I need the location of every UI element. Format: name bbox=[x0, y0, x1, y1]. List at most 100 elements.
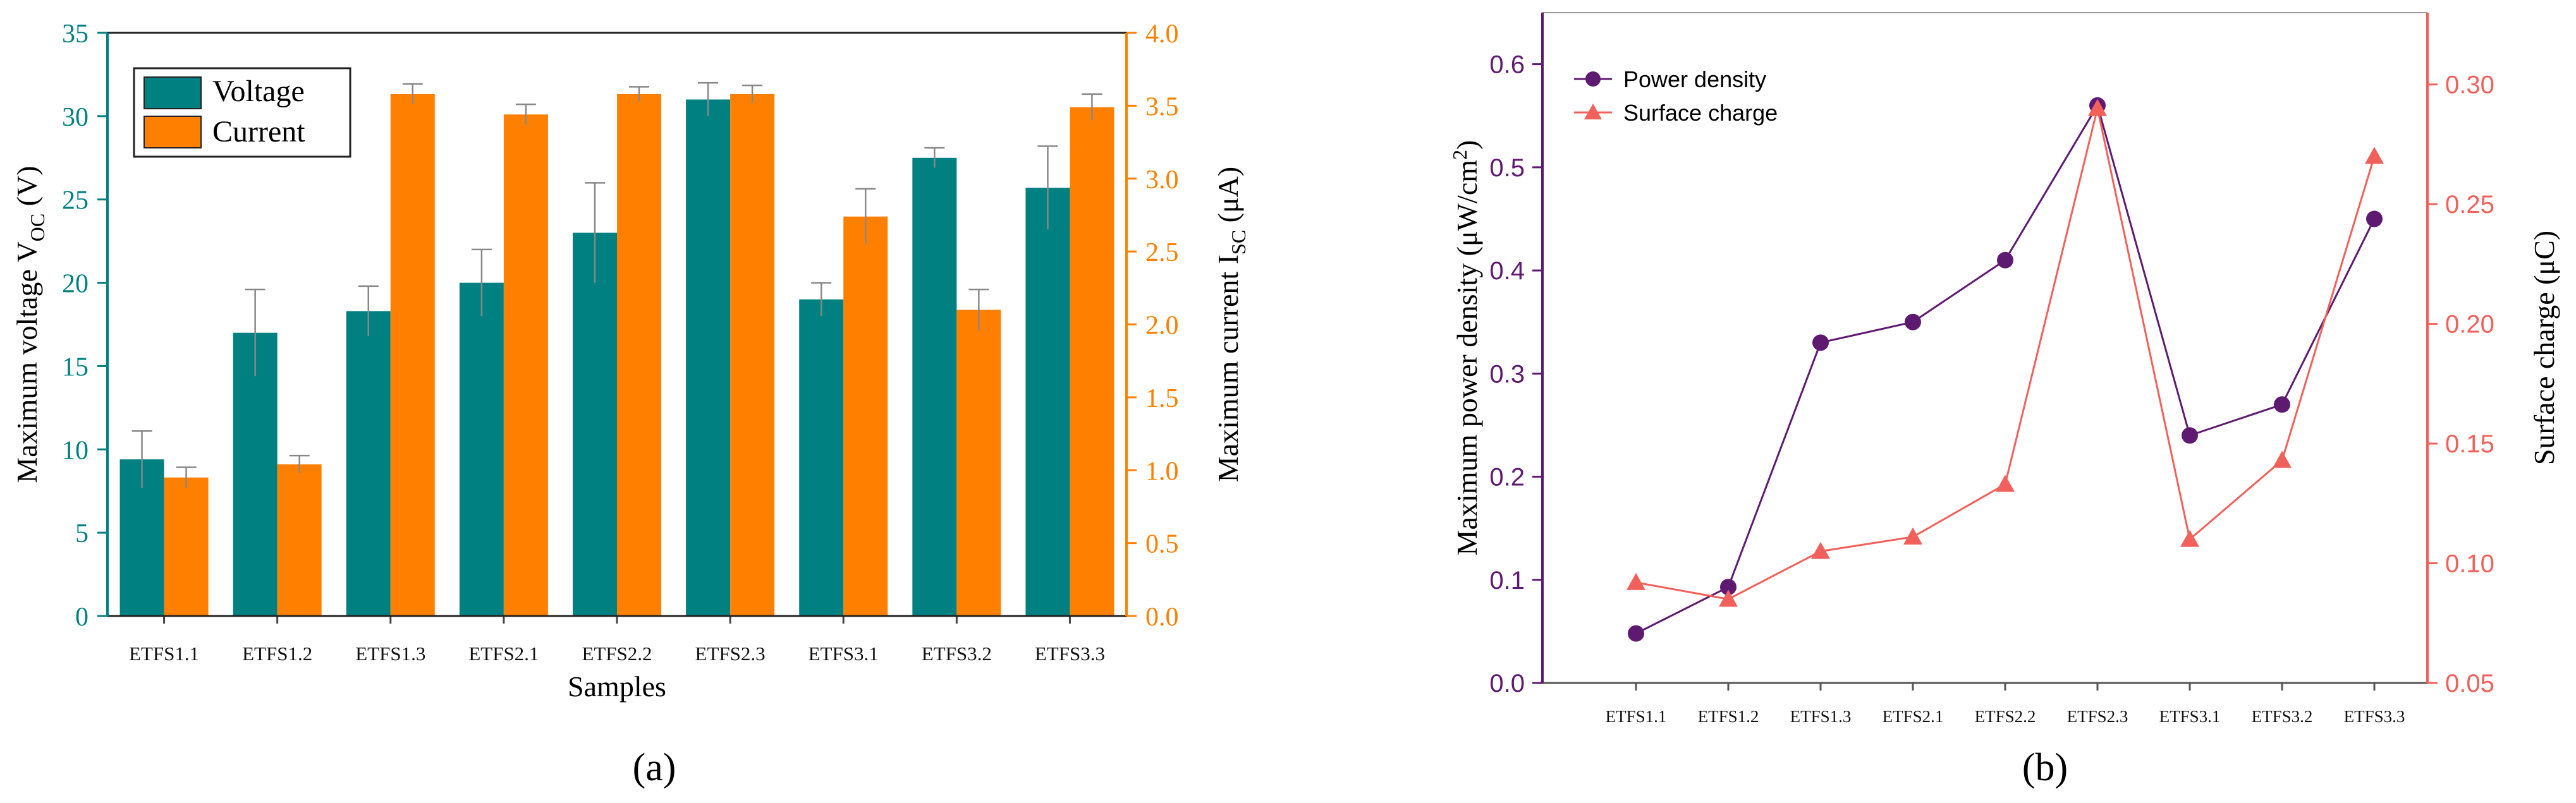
left-y-tick-label-0.1: 0.1 bbox=[1489, 567, 1525, 595]
left-y-tick-label-0.0: 0.0 bbox=[1489, 670, 1525, 697]
power-density-point-ETFS3.1 bbox=[2182, 427, 2198, 444]
x-tick-label-ETFS1.1: ETFS1.1 bbox=[129, 643, 199, 665]
x-tick-label-ETFS1.3: ETFS1.3 bbox=[355, 643, 425, 665]
panel-b-label: (b) bbox=[2022, 746, 2068, 789]
left-y-tick-label-35: 35 bbox=[62, 20, 89, 49]
right-y-tick-label-0.20: 0.20 bbox=[2445, 311, 2494, 339]
surface-charge-point-ETFS3.1 bbox=[2180, 529, 2199, 547]
left-y-tick-label-0.5: 0.5 bbox=[1489, 154, 1525, 182]
voltage-bar-ETFS2.2 bbox=[573, 232, 617, 616]
x-tick-label-ETFS3.1: ETFS3.1 bbox=[809, 643, 879, 665]
left-y-axis-title: Maximum voltage VOC (V) bbox=[11, 166, 49, 483]
voltage-bar-ETFS3.2 bbox=[912, 157, 957, 617]
surface-charge-point-ETFS1.2 bbox=[1719, 589, 1738, 607]
voltage-bar-ETFS3.3 bbox=[1025, 188, 1070, 616]
x-tick-label-ETFS2.2: ETFS2.2 bbox=[582, 643, 652, 665]
power-density-point-ETFS1.3 bbox=[1812, 334, 1829, 351]
left-y-tick-label-5: 5 bbox=[75, 519, 89, 548]
current-bar-ETFS1.2 bbox=[277, 464, 322, 616]
surface-charge-line bbox=[1635, 108, 2376, 600]
surface-charge-point-ETFS1.1 bbox=[1627, 572, 1645, 590]
right-y-tick-label-0.05: 0.05 bbox=[2445, 670, 2494, 697]
x-tick-label-ETFS2.3: ETFS2.3 bbox=[2067, 707, 2128, 726]
right-y-tick-label-0.30: 0.30 bbox=[2445, 71, 2494, 99]
legend-swatch-current bbox=[143, 116, 202, 148]
current-bar-ETFS2.3 bbox=[730, 94, 775, 617]
right-y-tick-label-4.0: 4.0 bbox=[1145, 20, 1179, 49]
voltage-bar-ETFS3.1 bbox=[799, 299, 844, 616]
right-y-tick-label-2.5: 2.5 bbox=[1145, 238, 1179, 267]
legend-swatch-voltage bbox=[143, 76, 202, 109]
left-y-tick-label-0.2: 0.2 bbox=[1489, 464, 1525, 492]
current-bar-ETFS3.1 bbox=[843, 216, 888, 616]
right-y-axis-title: Maximum current ISC (μA) bbox=[1212, 167, 1250, 482]
power-density-point-ETFS2.2 bbox=[1997, 251, 2013, 269]
current-bar-ETFS3.3 bbox=[1070, 107, 1114, 616]
x-tick-label-ETFS1.2: ETFS1.2 bbox=[1698, 707, 1759, 726]
power-density-point-ETFS1.1 bbox=[1628, 625, 1644, 642]
x-tick-label-ETFS2.3: ETFS2.3 bbox=[695, 643, 766, 665]
right-y-tick-label-0.15: 0.15 bbox=[2445, 430, 2494, 458]
current-bar-ETFS1.3 bbox=[390, 94, 435, 617]
legend-label-power-density: Power density bbox=[1623, 66, 1766, 92]
right-y-tick-label-1.5: 1.5 bbox=[1145, 384, 1179, 413]
right-y-axis-title: Surface charge (μC) bbox=[2528, 231, 2560, 465]
x-tick-label-ETFS2.1: ETFS2.1 bbox=[1883, 707, 1944, 726]
left-y-tick-label-25: 25 bbox=[62, 186, 89, 215]
x-tick-label-ETFS1.3: ETFS1.3 bbox=[1790, 707, 1852, 726]
surface-charge-point-ETFS2.1 bbox=[1903, 527, 1922, 545]
x-tick-label-ETFS1.1: ETFS1.1 bbox=[1606, 707, 1667, 726]
voltage-bar-ETFS1.3 bbox=[346, 311, 391, 616]
x-tick-label-ETFS1.2: ETFS1.2 bbox=[242, 643, 312, 665]
current-bar-ETFS2.1 bbox=[503, 114, 548, 617]
current-bar-ETFS2.2 bbox=[617, 94, 661, 617]
surface-charge-point-ETFS2.3 bbox=[2088, 99, 2107, 116]
left-y-tick-label-0: 0 bbox=[75, 603, 89, 632]
right-y-tick-label-3.0: 3.0 bbox=[1145, 166, 1179, 195]
legend-label-voltage: Voltage bbox=[212, 75, 305, 108]
right-y-tick-label-3.5: 3.5 bbox=[1145, 92, 1179, 121]
panel-b-chart: 0.0 0.1 0.2 0.3 0.4 0.5 0.6 0.05 0.10 0.15 0.20 0.2… bbox=[1448, 12, 2560, 726]
legend-label-surface-charge: Surface charge bbox=[1623, 100, 1778, 126]
x-tick-label-ETFS2.1: ETFS2.1 bbox=[468, 643, 539, 665]
voltage-bar-ETFS2.1 bbox=[459, 282, 504, 617]
x-tick-label-ETFS2.2: ETFS2.2 bbox=[1975, 707, 2036, 726]
power-density-point-ETFS2.1 bbox=[1905, 313, 1921, 330]
right-y-tick-label-2.0: 2.0 bbox=[1145, 311, 1179, 341]
current-bar-ETFS3.2 bbox=[956, 310, 1001, 616]
legend-marker-power-density bbox=[1585, 71, 1601, 87]
panel-a-chart: ETFS1.1 ETFS1.2 ETFS1.3 ETFS2.1 ETFS2.2 ETFS2… bbox=[11, 20, 1250, 703]
current-bar-ETFS1.1 bbox=[164, 477, 209, 616]
surface-charge-point-ETFS1.3 bbox=[1811, 541, 1830, 559]
panel-a-label: (a) bbox=[633, 746, 676, 789]
voltage-bar-ETFS2.3 bbox=[686, 99, 731, 616]
surface-charge-point-ETFS2.2 bbox=[1996, 474, 2015, 492]
legend: Power density Surface charge bbox=[1574, 66, 1778, 126]
right-y-tick-label-0.10: 0.10 bbox=[2445, 550, 2494, 578]
surface-charge-point-ETFS3.2 bbox=[2273, 450, 2292, 468]
power-density-point-ETFS3.3 bbox=[2366, 210, 2383, 227]
left-y-tick-label-0.4: 0.4 bbox=[1489, 257, 1525, 285]
x-tick-label-ETFS3.1: ETFS3.1 bbox=[2159, 707, 2221, 726]
left-y-tick-label-20: 20 bbox=[62, 270, 89, 299]
legend-marker-surface-charge bbox=[1584, 104, 1602, 119]
power-density-line bbox=[1635, 103, 2376, 634]
right-y-tick-label-0.25: 0.25 bbox=[2445, 191, 2494, 219]
right-y-tick-label-0.5: 0.5 bbox=[1145, 530, 1179, 559]
left-y-tick-label-30: 30 bbox=[62, 103, 89, 132]
legend-label-current: Current bbox=[212, 115, 305, 148]
x-tick-label-ETFS3.3: ETFS3.3 bbox=[2344, 707, 2405, 726]
right-y-tick-label-0.0: 0.0 bbox=[1145, 603, 1179, 632]
legend: Voltage Current bbox=[133, 67, 351, 158]
left-y-tick-label-15: 15 bbox=[62, 353, 89, 382]
left-y-tick-label-0.3: 0.3 bbox=[1489, 360, 1525, 388]
left-y-tick-label-10: 10 bbox=[62, 436, 89, 465]
right-y-tick-label-1.0: 1.0 bbox=[1145, 457, 1179, 486]
power-density-point-ETFS3.2 bbox=[2274, 396, 2290, 413]
left-y-tick-label-0.6: 0.6 bbox=[1489, 51, 1525, 79]
surface-charge-point-ETFS3.3 bbox=[2365, 147, 2384, 164]
x-axis-title: Samples bbox=[568, 670, 666, 703]
x-tick-label-ETFS3.2: ETFS3.2 bbox=[2252, 707, 2313, 726]
power-density-point-ETFS1.2 bbox=[1720, 579, 1737, 596]
